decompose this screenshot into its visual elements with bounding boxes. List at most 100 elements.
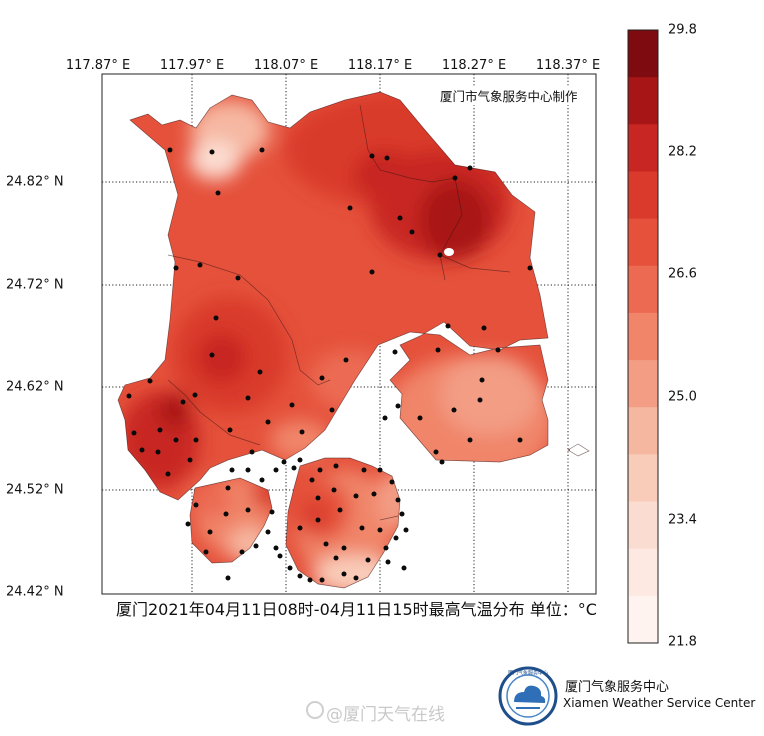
station-marker	[435, 347, 441, 353]
colorbar-tick: 21.8	[668, 634, 697, 650]
lat-label: 24.72° N	[6, 277, 64, 293]
station-marker	[385, 559, 391, 565]
station-marker	[467, 437, 473, 443]
station-marker	[395, 497, 401, 503]
station-marker	[353, 575, 359, 581]
station-marker	[273, 545, 279, 551]
colorbar-band	[628, 548, 658, 597]
station-marker	[187, 457, 193, 463]
station-marker	[369, 269, 375, 275]
station-marker	[309, 477, 315, 483]
lat-label: 24.62° N	[6, 379, 64, 395]
station-marker	[131, 430, 137, 436]
station-marker	[343, 357, 349, 363]
station-marker	[126, 393, 132, 399]
station-marker	[452, 175, 458, 181]
station-marker	[157, 427, 163, 433]
colorbar-tick: 23.4	[668, 512, 697, 528]
station-marker	[409, 229, 415, 235]
colorbar-band	[628, 312, 658, 361]
station-marker	[209, 149, 215, 155]
station-marker	[481, 325, 487, 331]
station-marker	[333, 463, 339, 469]
weather-stations	[126, 147, 533, 583]
lat-label: 24.52° N	[6, 482, 64, 498]
station-marker	[173, 437, 179, 443]
lon-label: 118.07° E	[253, 58, 319, 73]
station-marker	[439, 459, 445, 465]
patch-east-coast-inner	[440, 355, 540, 435]
station-marker	[265, 529, 271, 535]
colorbar-tick: 28.2	[668, 144, 697, 160]
station-marker	[229, 467, 235, 473]
map-caption: 厦门2021年04月11日08时-04月11日15时最高气温分布 单位：°C	[116, 600, 597, 619]
station-marker	[297, 525, 303, 531]
lon-label: 118.37° E	[535, 58, 601, 73]
station-marker	[291, 465, 297, 471]
station-marker	[477, 397, 483, 403]
station-marker	[185, 521, 191, 527]
colorbar-band	[628, 265, 658, 314]
station-marker	[257, 369, 263, 375]
patch-west-core	[196, 332, 248, 384]
station-marker	[331, 487, 337, 493]
station-marker	[359, 525, 365, 531]
station-marker	[527, 265, 533, 271]
station-marker	[167, 147, 173, 153]
station-marker	[361, 467, 367, 473]
station-marker	[451, 407, 457, 413]
station-marker	[317, 467, 323, 473]
colorbar-tick: 25.0	[668, 389, 697, 405]
lat-label: 24.42° N	[6, 584, 64, 600]
station-marker	[249, 449, 255, 455]
station-marker	[265, 419, 271, 425]
svg-text:厦门气象服务中心: 厦门气象服务中心	[508, 670, 548, 677]
station-marker	[209, 352, 215, 358]
colorbar-band	[628, 595, 658, 644]
station-marker	[193, 502, 199, 508]
station-marker	[315, 495, 321, 501]
station-marker	[289, 402, 295, 408]
station-marker	[180, 399, 186, 405]
station-marker	[297, 573, 303, 579]
station-marker	[495, 347, 501, 353]
station-marker	[225, 575, 231, 581]
colorbar-tick: 26.6	[668, 266, 697, 282]
station-marker	[377, 527, 383, 533]
station-marker	[445, 323, 451, 329]
station-marker	[239, 549, 245, 555]
station-marker	[223, 511, 229, 517]
patch-southwest-core	[160, 392, 190, 428]
colorbar-band	[628, 360, 658, 408]
station-marker	[307, 577, 313, 583]
station-marker	[371, 491, 377, 497]
station-marker	[384, 155, 390, 161]
station-marker	[337, 507, 343, 513]
station-marker	[281, 459, 287, 465]
weather-center-logo: 厦门气象服务中心	[498, 666, 558, 730]
station-marker	[203, 549, 209, 555]
station-marker	[417, 415, 423, 421]
station-marker	[297, 457, 303, 463]
station-marker	[319, 577, 325, 583]
station-marker	[369, 153, 375, 159]
station-marker	[319, 375, 325, 381]
colorbar-band	[628, 501, 658, 550]
station-marker	[215, 190, 221, 196]
station-marker	[401, 565, 407, 571]
station-marker	[269, 509, 275, 515]
lon-label: 118.27° E	[441, 58, 507, 73]
colorbar-band	[628, 454, 658, 503]
watermark-text: @厦门天气在线	[326, 705, 445, 725]
station-marker	[399, 511, 405, 517]
station-marker	[173, 265, 179, 271]
station-marker	[147, 378, 153, 384]
station-marker	[235, 275, 241, 281]
station-marker	[479, 377, 485, 383]
colorbar-frame	[627, 29, 659, 644]
station-marker	[517, 437, 523, 443]
colorbar-band	[628, 30, 658, 78]
lon-label: 117.87° E	[65, 58, 131, 73]
station-marker	[225, 485, 231, 491]
station-marker	[155, 449, 161, 455]
